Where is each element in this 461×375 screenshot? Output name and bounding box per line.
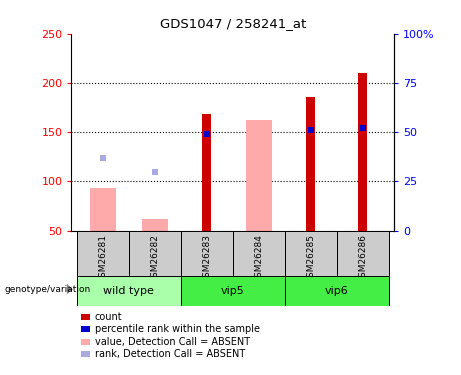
Text: percentile rank within the sample: percentile rank within the sample [95,324,260,334]
Title: GDS1047 / 258241_at: GDS1047 / 258241_at [160,17,306,30]
Bar [285,276,389,306]
Text: wild type: wild type [103,286,154,296]
Text: GSM26285: GSM26285 [307,234,315,283]
Bar [285,231,337,276]
Bar [81,314,90,320]
Bar [246,120,272,231]
Bar [81,326,90,332]
Bar [77,276,181,306]
Bar [77,231,129,276]
Text: genotype/variation: genotype/variation [5,285,91,294]
Bar [81,339,90,345]
Text: GSM26283: GSM26283 [202,234,211,283]
Bar [202,114,211,231]
Bar [81,351,90,357]
Text: count: count [95,312,122,322]
Text: value, Detection Call = ABSENT: value, Detection Call = ABSENT [95,337,249,346]
Bar [129,231,181,276]
Bar [181,276,285,306]
Bar [90,188,116,231]
Text: GSM26281: GSM26281 [98,234,107,283]
Bar [358,73,367,231]
Polygon shape [67,284,73,294]
Bar [337,231,389,276]
Text: GSM26286: GSM26286 [358,234,367,283]
Bar [181,231,233,276]
Bar [142,219,168,231]
Text: GSM26284: GSM26284 [254,234,263,283]
Bar [306,97,315,231]
Text: vip5: vip5 [221,286,245,296]
Bar [233,231,285,276]
Text: rank, Detection Call = ABSENT: rank, Detection Call = ABSENT [95,349,245,359]
Text: GSM26282: GSM26282 [150,234,159,283]
Text: vip6: vip6 [325,286,349,296]
